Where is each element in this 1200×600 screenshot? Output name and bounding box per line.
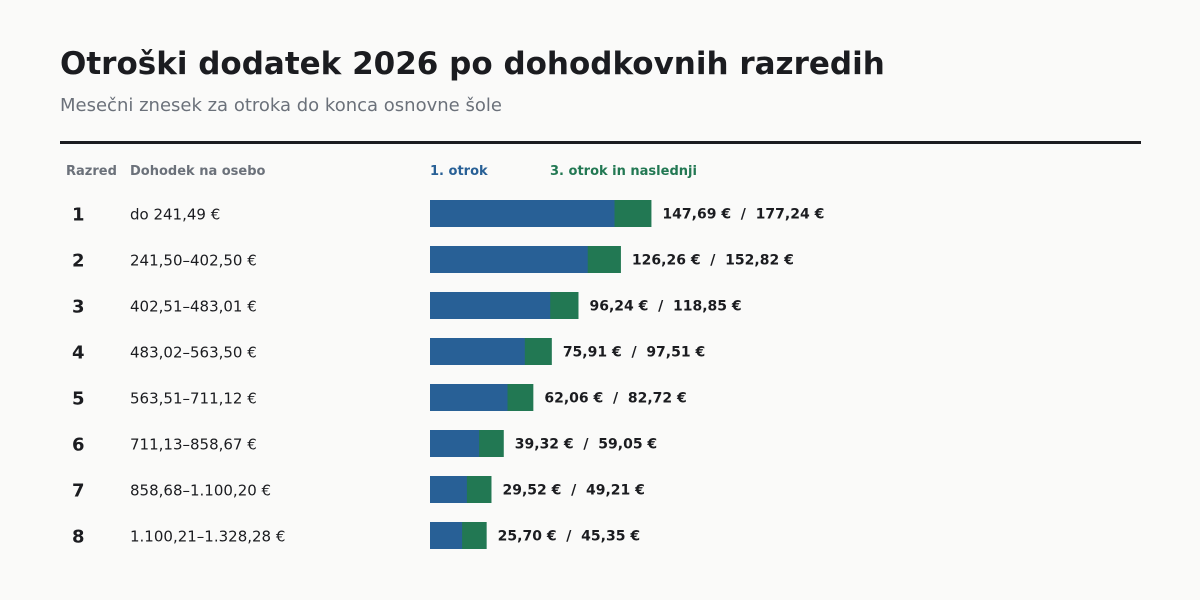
bar-first-child xyxy=(430,246,588,273)
bar-first-child xyxy=(430,200,615,227)
rank-label: 1 xyxy=(72,205,85,226)
chart-title: Otroški dodatek 2026 po dohodkovnih razr… xyxy=(60,46,885,82)
value-label: 39,32 € / 59,05 € xyxy=(515,437,657,453)
income-range-label: 483,02–563,50 € xyxy=(130,344,257,362)
legend-entry-third-child: 3. otrok in naslednji xyxy=(550,164,697,179)
income-range-label: 241,50–402,50 € xyxy=(130,252,257,270)
rank-label: 6 xyxy=(72,435,85,456)
rank-label: 7 xyxy=(72,481,85,502)
bar-first-child xyxy=(430,292,551,319)
bar-first-child xyxy=(430,430,480,457)
income-range-label: do 241,49 € xyxy=(130,206,220,224)
value-label: 25,70 € / 45,35 € xyxy=(498,529,640,545)
income-range-label: 563,51–711,12 € xyxy=(130,390,257,408)
rank-label: 4 xyxy=(72,343,85,364)
income-range-label: 402,51–483,01 € xyxy=(130,298,257,316)
value-label: 126,26 € / 152,82 € xyxy=(632,253,794,269)
column-header-income: Dohodek na osebo xyxy=(130,164,266,179)
bar-first-child xyxy=(430,338,525,365)
income-range-label: 858,68–1.100,20 € xyxy=(130,482,271,500)
rank-label: 2 xyxy=(72,251,85,272)
rank-label: 8 xyxy=(72,527,85,548)
header-divider xyxy=(60,141,1141,144)
legend-entry-first-child: 1. otrok xyxy=(430,164,488,179)
value-label: 75,91 € / 97,51 € xyxy=(563,345,705,361)
income-range-label: 1.100,21–1.328,28 € xyxy=(130,528,285,546)
value-label: 62,06 € / 82,72 € xyxy=(544,391,686,407)
chart-subtitle: Mesečni znesek za otroka do konca osnovn… xyxy=(60,95,502,116)
rank-label: 5 xyxy=(72,389,85,410)
value-label: 147,69 € / 177,24 € xyxy=(662,207,824,223)
bar-first-child xyxy=(430,384,508,411)
income-range-label: 711,13–858,67 € xyxy=(130,436,257,454)
rank-label: 3 xyxy=(72,297,85,318)
bar-first-child xyxy=(430,522,463,549)
bar-first-child xyxy=(430,476,467,503)
value-label: 96,24 € / 118,85 € xyxy=(589,299,741,315)
column-header-rank: Razred xyxy=(66,164,117,179)
value-label: 29,52 € / 49,21 € xyxy=(502,483,644,499)
